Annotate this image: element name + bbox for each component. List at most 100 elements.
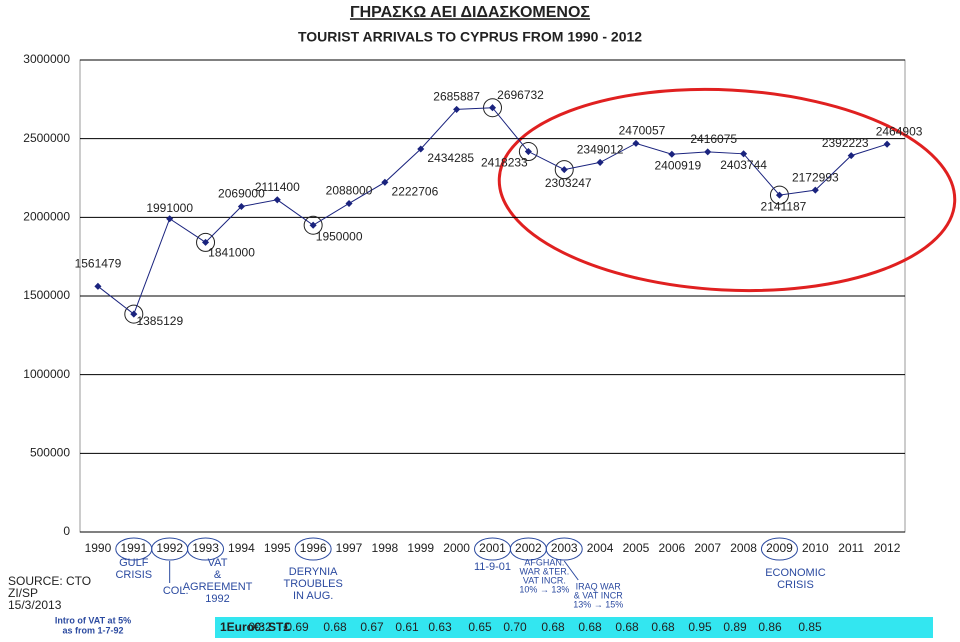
data-point <box>596 158 604 166</box>
data-label: 1991000 <box>146 201 193 215</box>
exchange-rate: 0.85 <box>798 620 822 634</box>
data-point <box>847 152 855 160</box>
annotation: IN AUG. <box>293 590 333 602</box>
exchange-rate: 0.68 <box>323 620 347 634</box>
x-tick-label: 1995 <box>264 541 291 555</box>
arrow-line <box>563 560 579 581</box>
chart-title: ΓΗΡΑΣΚΩ ΑΕΙ ΔΙΔΑΣΚΟΜΕΝΟΣ <box>350 4 590 21</box>
annotation: & VAT INCR <box>574 590 624 600</box>
point-circle <box>554 160 574 180</box>
data-label: 2349012 <box>577 143 624 157</box>
x-tick-label: 2003 <box>551 541 578 555</box>
exchange-rate: 0.68 <box>541 620 565 634</box>
y-tick-label: 3000000 <box>23 52 70 66</box>
data-point <box>381 178 389 186</box>
x-tick-label: 2000 <box>443 541 470 555</box>
source: ZI/SP <box>8 586 38 600</box>
data-label: 2172993 <box>792 170 839 184</box>
exchange-rate: 0.63 <box>428 620 452 634</box>
data-label: 2416075 <box>690 132 737 146</box>
x-tick-label: 1991 <box>120 541 147 555</box>
annotation: 11-9-01 <box>474 561 511 573</box>
highlight-ellipse <box>497 87 957 293</box>
x-tick-label: 1993 <box>192 541 219 555</box>
exchange-rate: 0.86 <box>758 620 782 634</box>
chart-subtitle: TOURIST ARRIVALS TO CYPRUS FROM 1990 - 2… <box>298 29 642 45</box>
y-tick-label: 500000 <box>30 446 70 460</box>
data-point <box>417 145 425 153</box>
exchange-rate: 0.82 <box>248 620 272 634</box>
data-label: 2685887 <box>433 90 480 104</box>
x-tick-label: 1996 <box>300 541 327 555</box>
x-tick-label: 1994 <box>228 541 255 555</box>
annotation: TROUBLES <box>284 578 343 590</box>
data-point <box>560 166 568 174</box>
exchange-rate: 0.68 <box>651 620 675 634</box>
annotation: & <box>214 569 222 581</box>
data-label: 1950000 <box>316 229 363 243</box>
source: SOURCE: CTO <box>8 574 91 588</box>
year-circle <box>294 537 332 561</box>
annotation: 10% → 13% <box>519 584 569 594</box>
data-point <box>740 150 748 158</box>
data-label: 2088000 <box>326 184 373 198</box>
x-tick-label: 2009 <box>766 541 793 555</box>
annotation: CRISIS <box>777 579 814 591</box>
year-circle <box>760 537 798 561</box>
annotation: GULF <box>119 557 149 569</box>
source: 15/3/2013 <box>8 598 62 612</box>
data-label: 2392223 <box>822 136 869 150</box>
x-tick-label: 2006 <box>658 541 685 555</box>
exchange-rate: 0.70 <box>503 620 527 634</box>
x-tick-label: 2001 <box>479 541 506 555</box>
data-point <box>166 215 174 223</box>
exchange-rate: 0.89 <box>723 620 747 634</box>
x-tick-label: 2011 <box>838 541 864 555</box>
annotation: WAR &TER. <box>520 566 570 576</box>
data-point <box>130 310 138 318</box>
y-tick-label: 1000000 <box>23 367 70 381</box>
point-circle <box>769 185 789 205</box>
annotation: CRISIS <box>115 569 152 581</box>
annotation: COL. <box>163 585 189 597</box>
data-label: 2470057 <box>619 124 666 138</box>
point-circle <box>196 232 216 252</box>
exchange-rate: 0.68 <box>578 620 602 634</box>
x-tick-label: 2012 <box>874 541 901 555</box>
data-point <box>237 202 245 211</box>
x-tick-label: 2010 <box>802 541 829 555</box>
data-point <box>883 140 891 148</box>
data-label: 2400919 <box>654 158 701 172</box>
data-point <box>488 104 497 112</box>
exchange-rate: 0.65 <box>468 620 492 634</box>
x-tick-label: 2008 <box>730 541 757 555</box>
y-tick-label: 2000000 <box>23 210 70 224</box>
data-point <box>632 139 640 147</box>
data-label: 2303247 <box>545 176 592 190</box>
data-label: 2222706 <box>392 184 439 198</box>
year-circle <box>187 537 225 561</box>
data-point <box>775 191 783 199</box>
data-label: 2111400 <box>255 180 300 194</box>
annotation: 1992 <box>205 593 229 605</box>
data-point <box>453 105 461 113</box>
annotation: VAT INCR. <box>523 575 566 585</box>
y-tick-label: 2500000 <box>23 131 70 145</box>
data-point <box>704 148 712 156</box>
data-label: 1561479 <box>75 256 122 270</box>
point-circle <box>124 304 144 324</box>
x-tick-label: 1999 <box>407 541 434 555</box>
data-point <box>94 282 102 290</box>
data-label: 2141187 <box>761 199 807 213</box>
data-point <box>811 186 819 194</box>
annotation: AFGHAN. <box>524 557 564 567</box>
x-tick-label: 1997 <box>336 541 363 555</box>
point-circle <box>518 142 538 162</box>
data-label: 2696732 <box>497 88 544 102</box>
exchange-label: 1Euro€: ST£ <box>220 620 290 634</box>
x-tick-label: 1990 <box>85 541 112 555</box>
annotation: IRAQ WAR <box>576 581 622 591</box>
annotation: DERYNIA <box>289 566 338 578</box>
x-tick-label: 2007 <box>694 541 721 555</box>
